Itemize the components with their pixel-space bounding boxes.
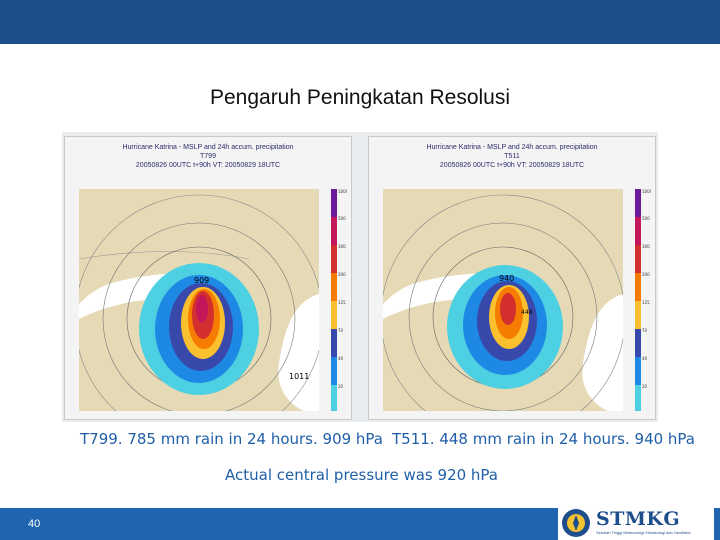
map-header-line2: T799 xyxy=(200,153,216,160)
page-number: 40 xyxy=(28,518,41,530)
map-header-line3: 20050826 00UTC t+90h VT: 20050829 18UTC xyxy=(135,162,281,169)
caption-t799: T799. 785 mm rain in 24 hours. 909 hPa xyxy=(80,430,383,448)
colorbar-tick: 40 xyxy=(338,356,344,361)
max-rain-label: 448 xyxy=(521,309,533,316)
map-header-line2: T511 xyxy=(504,153,520,160)
colorbar-tick: 200 xyxy=(338,272,346,277)
precipitation-map: 909 1011 xyxy=(79,189,319,411)
emblem-icon xyxy=(562,509,590,537)
map-panel-t511: Hurricane Katrina - MSLP and 24h accum. … xyxy=(368,136,656,420)
colorbar-tick: 1000 xyxy=(642,189,651,194)
precipitation-map: 940 448 xyxy=(383,189,623,411)
top-bar xyxy=(0,0,720,44)
colorbar-tick: 125 xyxy=(642,300,650,305)
colorbar-tick: 20 xyxy=(338,384,344,389)
colorbar-tick: 70 xyxy=(642,328,648,333)
map-header: Hurricane Katrina - MSLP and 24h accum. … xyxy=(369,143,655,170)
colorbar-tick: 500 xyxy=(338,216,346,221)
colorbar-scale: 1000 500 300 200 125 70 40 20 xyxy=(635,189,651,411)
colorbar-tick: 70 xyxy=(338,328,344,333)
center-pressure-label: 940 xyxy=(499,274,514,283)
map-panel-t799: Hurricane Katrina - MSLP and 24h accum. … xyxy=(64,136,352,420)
logo-text: STMKG xyxy=(596,508,681,530)
map-header-line3: 20050826 00UTC t+90h VT: 20050829 18UTC xyxy=(439,162,585,169)
colorbar-tick: 500 xyxy=(642,216,650,221)
map-header-line1: Hurricane Katrina - MSLP and 24h accum. … xyxy=(426,144,598,151)
colorbar-tick: 1000 xyxy=(338,189,347,194)
colorbar-scale: 1000 500 300 200 125 70 40 20 xyxy=(331,189,347,411)
caption-t511: T511. 448 mm rain in 24 hours. 940 hPa xyxy=(392,430,695,448)
colorbar-tick: 300 xyxy=(338,244,346,249)
colorbar-tick: 200 xyxy=(642,272,650,277)
logo-subtitle: Sekolah Tinggi Meteorologi Klimatologi d… xyxy=(596,530,691,535)
colorbar-tick: 40 xyxy=(642,356,648,361)
colorbar-tick: 20 xyxy=(642,384,648,389)
slide-title: Pengaruh Peningkatan Resolusi xyxy=(209,86,511,109)
pressure-label: 1011 xyxy=(289,372,309,381)
caption-actual-pressure: Actual central pressure was 920 hPa xyxy=(225,466,498,484)
center-pressure-label: 909 xyxy=(194,276,209,285)
map-header-line1: Hurricane Katrina - MSLP and 24h accum. … xyxy=(122,144,294,151)
forecast-maps-figure: Hurricane Katrina - MSLP and 24h accum. … xyxy=(62,132,658,422)
colorbar-tick: 300 xyxy=(642,244,650,249)
colorbar-tick: 125 xyxy=(338,300,346,305)
stmkg-logo: STMKG Sekolah Tinggi Meteorologi Klimato… xyxy=(558,506,714,540)
map-header: Hurricane Katrina - MSLP and 24h accum. … xyxy=(65,143,351,170)
